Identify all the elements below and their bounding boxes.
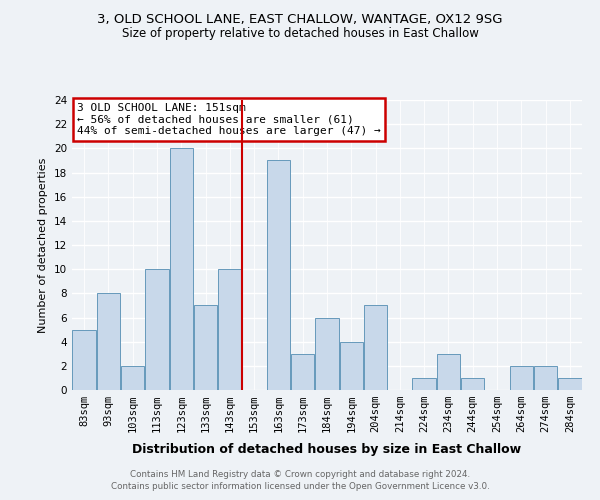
Bar [461,378,484,390]
Bar [121,366,145,390]
Text: Contains public sector information licensed under the Open Government Licence v3: Contains public sector information licen… [110,482,490,491]
Bar [412,378,436,390]
Bar [170,148,193,390]
Bar [97,294,120,390]
Bar [437,354,460,390]
Bar [291,354,314,390]
Bar [315,318,339,390]
Text: 3, OLD SCHOOL LANE, EAST CHALLOW, WANTAGE, OX12 9SG: 3, OLD SCHOOL LANE, EAST CHALLOW, WANTAG… [97,12,503,26]
Bar [194,306,217,390]
Bar [266,160,290,390]
Bar [558,378,581,390]
Bar [218,269,242,390]
Text: 3 OLD SCHOOL LANE: 151sqm
← 56% of detached houses are smaller (61)
44% of semi-: 3 OLD SCHOOL LANE: 151sqm ← 56% of detac… [77,103,381,136]
X-axis label: Distribution of detached houses by size in East Challow: Distribution of detached houses by size … [133,444,521,456]
Bar [145,269,169,390]
Bar [73,330,96,390]
Text: Contains HM Land Registry data © Crown copyright and database right 2024.: Contains HM Land Registry data © Crown c… [130,470,470,479]
Bar [364,306,388,390]
Text: Size of property relative to detached houses in East Challow: Size of property relative to detached ho… [122,28,478,40]
Bar [534,366,557,390]
Bar [509,366,533,390]
Y-axis label: Number of detached properties: Number of detached properties [38,158,49,332]
Bar [340,342,363,390]
